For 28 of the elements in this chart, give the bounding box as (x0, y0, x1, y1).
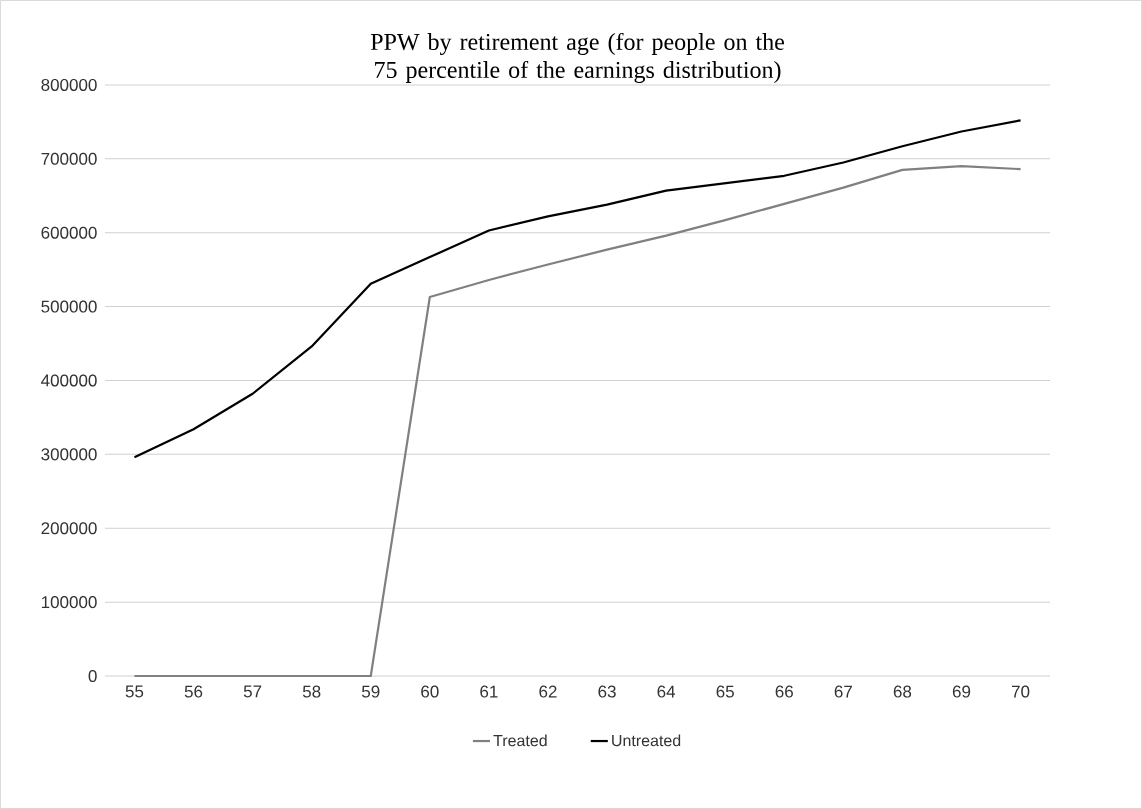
x-tick-label: 60 (421, 685, 439, 698)
legend-label: Treated (493, 734, 547, 747)
x-tick-label: 55 (125, 685, 144, 698)
x-tick-label: 61 (480, 685, 498, 698)
y-tick-label: 300000 (41, 448, 97, 461)
y-tick-label: 500000 (41, 300, 97, 313)
y-tick-label: 0 (88, 670, 97, 683)
y-tick-label: 200000 (41, 522, 97, 535)
x-tick-label: 63 (598, 685, 616, 698)
x-tick-label: 59 (361, 685, 380, 698)
x-tick-label: 58 (302, 685, 321, 698)
x-tick-label: 64 (657, 685, 676, 698)
x-tick-label: 70 (1011, 685, 1030, 698)
x-tick-label: 57 (243, 685, 262, 698)
y-tick-label: 700000 (41, 152, 97, 165)
x-tick-label: 65 (716, 685, 734, 698)
x-tick-label: 66 (775, 685, 793, 698)
x-tick-label: 67 (834, 685, 852, 698)
x-tick-label: 56 (184, 685, 203, 698)
legend-label: Untreated (612, 734, 681, 747)
y-tick-label: 100000 (41, 596, 97, 609)
chart-title: PPW by retirement age (for people on the 75 percentile of the earnings distribution) (370, 32, 785, 83)
y-tick-label: 800000 (41, 78, 97, 91)
x-tick-label: 68 (893, 685, 912, 698)
x-tick-label: 62 (539, 685, 557, 698)
y-tick-label: 400000 (41, 374, 97, 387)
x-tick-label: 69 (952, 685, 971, 698)
y-tick-label: 600000 (41, 226, 97, 239)
